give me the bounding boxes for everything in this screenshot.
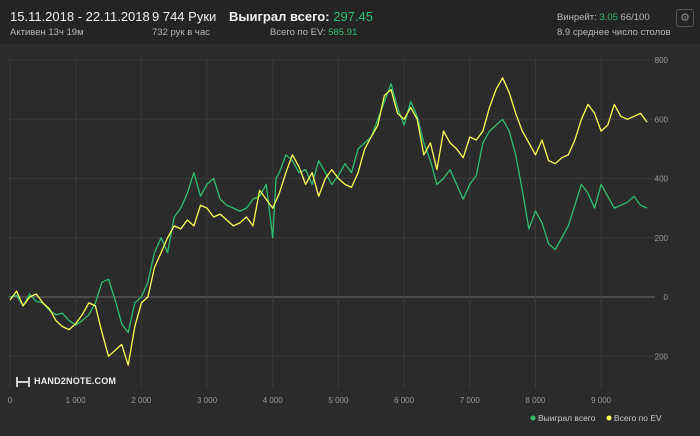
winrate-label: Винрейт: xyxy=(557,12,597,23)
hand2note-logo-icon xyxy=(16,376,30,387)
won-label: Выиграл всего: xyxy=(229,9,330,24)
legend-label: Выиграл всего xyxy=(538,413,596,423)
y-tick-label: 600 xyxy=(655,115,669,124)
ev-total: Всего по EV: 585.91 xyxy=(270,27,357,38)
legend-marker xyxy=(530,415,536,421)
stats-header xyxy=(0,0,700,44)
avg-tables: 8.9 среднее число столов xyxy=(557,27,671,38)
y-tick-label: 0 xyxy=(664,293,669,302)
x-tick-label: 0 xyxy=(8,396,13,405)
y-tick-label: 800 xyxy=(655,56,669,65)
x-tick-label: 4 000 xyxy=(263,396,284,405)
won-value: 297.45 xyxy=(333,9,373,24)
x-tick-label: 8 000 xyxy=(525,396,546,405)
hands-count: 9 744 Руки xyxy=(152,9,217,24)
hands-per-hour: 732 рук в час xyxy=(152,27,210,38)
legend-label: Всего по EV xyxy=(614,413,662,423)
ev-label: Всего по EV: xyxy=(270,27,326,38)
series-line-won xyxy=(9,83,648,334)
y-tick-label: 200 xyxy=(655,234,669,243)
y-tick-label: 200 xyxy=(655,352,669,361)
series-line-ev xyxy=(9,77,648,366)
hand2note-logo: HAND2NOTE.COM xyxy=(16,376,116,387)
legend-marker xyxy=(606,415,612,421)
x-tick-label: 9 000 xyxy=(591,396,612,405)
winrate: Винрейт: 3.05 66/100 xyxy=(557,12,650,23)
date-range: 15.11.2018 - 22.11.2018 xyxy=(10,9,150,24)
winrate-rest: 66/100 xyxy=(620,12,650,23)
gear-icon[interactable]: ⚙ xyxy=(676,9,694,27)
ev-value: 585.91 xyxy=(328,27,358,38)
active-time: Активен 13ч 19м xyxy=(10,27,84,38)
x-tick-label: 6 000 xyxy=(394,396,415,405)
y-tick-label: 400 xyxy=(655,175,669,184)
logo-text: HAND2NOTE.COM xyxy=(34,376,117,386)
winrate-value: 3.05 xyxy=(599,12,618,23)
won-total: Выиграл всего: 297.45 xyxy=(229,9,373,24)
x-tick-label: 7 000 xyxy=(460,396,481,405)
x-tick-label: 3 000 xyxy=(197,396,218,405)
x-tick-label: 2 000 xyxy=(131,396,152,405)
x-tick-label: 1 000 xyxy=(66,396,87,405)
x-tick-label: 5 000 xyxy=(328,396,349,405)
